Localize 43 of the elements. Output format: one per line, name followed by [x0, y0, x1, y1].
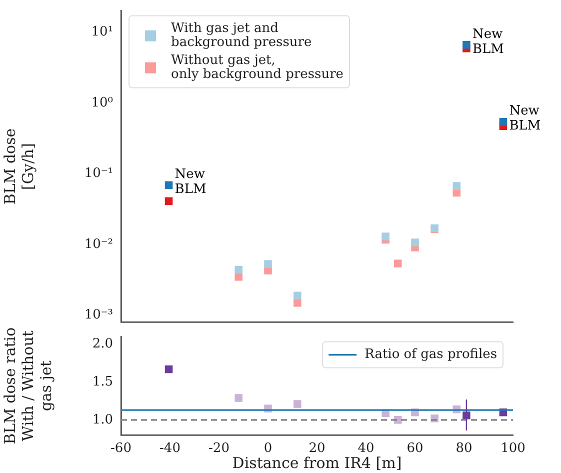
annotation: New BLM: [174, 167, 206, 198]
x-tick-label: 80: [456, 441, 472, 456]
point: [234, 272, 242, 281]
point: [234, 394, 242, 402]
annotation: New BLM: [472, 26, 504, 57]
point: [452, 182, 461, 190]
y-axis-title: BLM dose ratio With / Without gas jet: [0, 327, 55, 444]
y-tick-label: 10⁻²: [84, 236, 113, 252]
y-tick-label: 1.5: [92, 374, 113, 390]
point: [234, 266, 242, 274]
point: [164, 181, 173, 190]
y-tick-label: 2.0: [92, 336, 113, 352]
point: [164, 197, 173, 206]
legend-label: With gas jet and background pressure: [171, 21, 312, 50]
point: [264, 260, 272, 268]
y-tick-label: 10⁰: [91, 95, 113, 110]
x-axis-title: Distance from IR4 [m]: [232, 454, 402, 472]
x-tick-label: -40: [160, 441, 180, 456]
y-tick-label: 10⁻³: [84, 308, 113, 323]
legend-label: Without gas jet, only background pressure: [171, 53, 344, 82]
x-tick-label: -60: [110, 441, 132, 456]
x-tick-label: 0: [264, 441, 272, 456]
y-tick-label: 10⁻¹: [84, 166, 113, 182]
point: [294, 292, 302, 300]
point: [462, 41, 470, 49]
x-tick-label: 100: [500, 441, 526, 456]
y-axis-title: BLM dose [Gy/h]: [0, 128, 37, 205]
point: [394, 416, 402, 424]
point: [294, 400, 302, 408]
legend-label: Ratio of gas profiles: [364, 347, 498, 362]
y-tick-label: 1.0: [92, 412, 113, 428]
point: [164, 365, 173, 374]
point: [394, 260, 402, 268]
y-tick-label: 10¹: [91, 24, 113, 40]
annotation: New BLM: [509, 104, 541, 134]
x-tick-label: -20: [208, 441, 230, 456]
point: [411, 238, 419, 246]
x-tick-label: 60: [406, 441, 424, 456]
point: [294, 298, 302, 307]
point: [499, 118, 508, 126]
x-tick-label: 40: [358, 441, 374, 456]
point: [382, 232, 390, 240]
x-tick-label: 20: [308, 441, 326, 456]
